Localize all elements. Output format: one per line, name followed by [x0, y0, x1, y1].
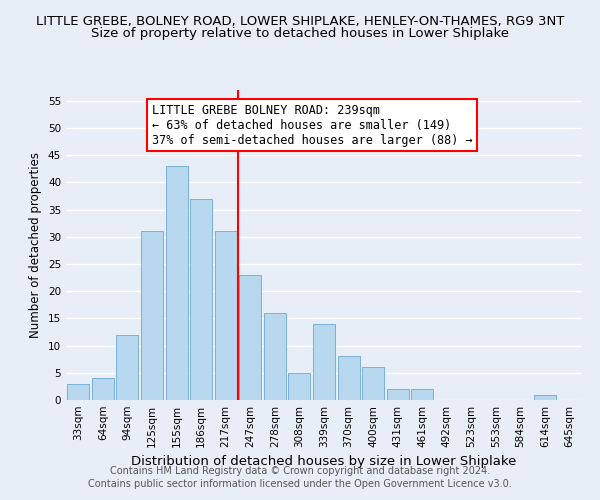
Bar: [92, 378, 114, 400]
Bar: [264, 313, 286, 400]
Bar: [215, 232, 237, 400]
Bar: [534, 394, 556, 400]
Text: Contains HM Land Registry data © Crown copyright and database right 2024.: Contains HM Land Registry data © Crown c…: [110, 466, 490, 476]
Text: LITTLE GREBE, BOLNEY ROAD, LOWER SHIPLAKE, HENLEY-ON-THAMES, RG9 3NT: LITTLE GREBE, BOLNEY ROAD, LOWER SHIPLAK…: [36, 15, 564, 28]
Bar: [116, 334, 139, 400]
Bar: [289, 373, 310, 400]
Text: LITTLE GREBE BOLNEY ROAD: 239sqm
← 63% of detached houses are smaller (149)
37% : LITTLE GREBE BOLNEY ROAD: 239sqm ← 63% o…: [152, 104, 473, 146]
Y-axis label: Number of detached properties: Number of detached properties: [29, 152, 43, 338]
Bar: [338, 356, 359, 400]
Bar: [166, 166, 188, 400]
Bar: [313, 324, 335, 400]
Bar: [141, 232, 163, 400]
Bar: [411, 389, 433, 400]
Bar: [362, 368, 384, 400]
X-axis label: Distribution of detached houses by size in Lower Shiplake: Distribution of detached houses by size …: [131, 456, 517, 468]
Bar: [67, 384, 89, 400]
Bar: [190, 199, 212, 400]
Text: Contains public sector information licensed under the Open Government Licence v3: Contains public sector information licen…: [88, 479, 512, 489]
Text: Size of property relative to detached houses in Lower Shiplake: Size of property relative to detached ho…: [91, 28, 509, 40]
Bar: [239, 275, 262, 400]
Bar: [386, 389, 409, 400]
